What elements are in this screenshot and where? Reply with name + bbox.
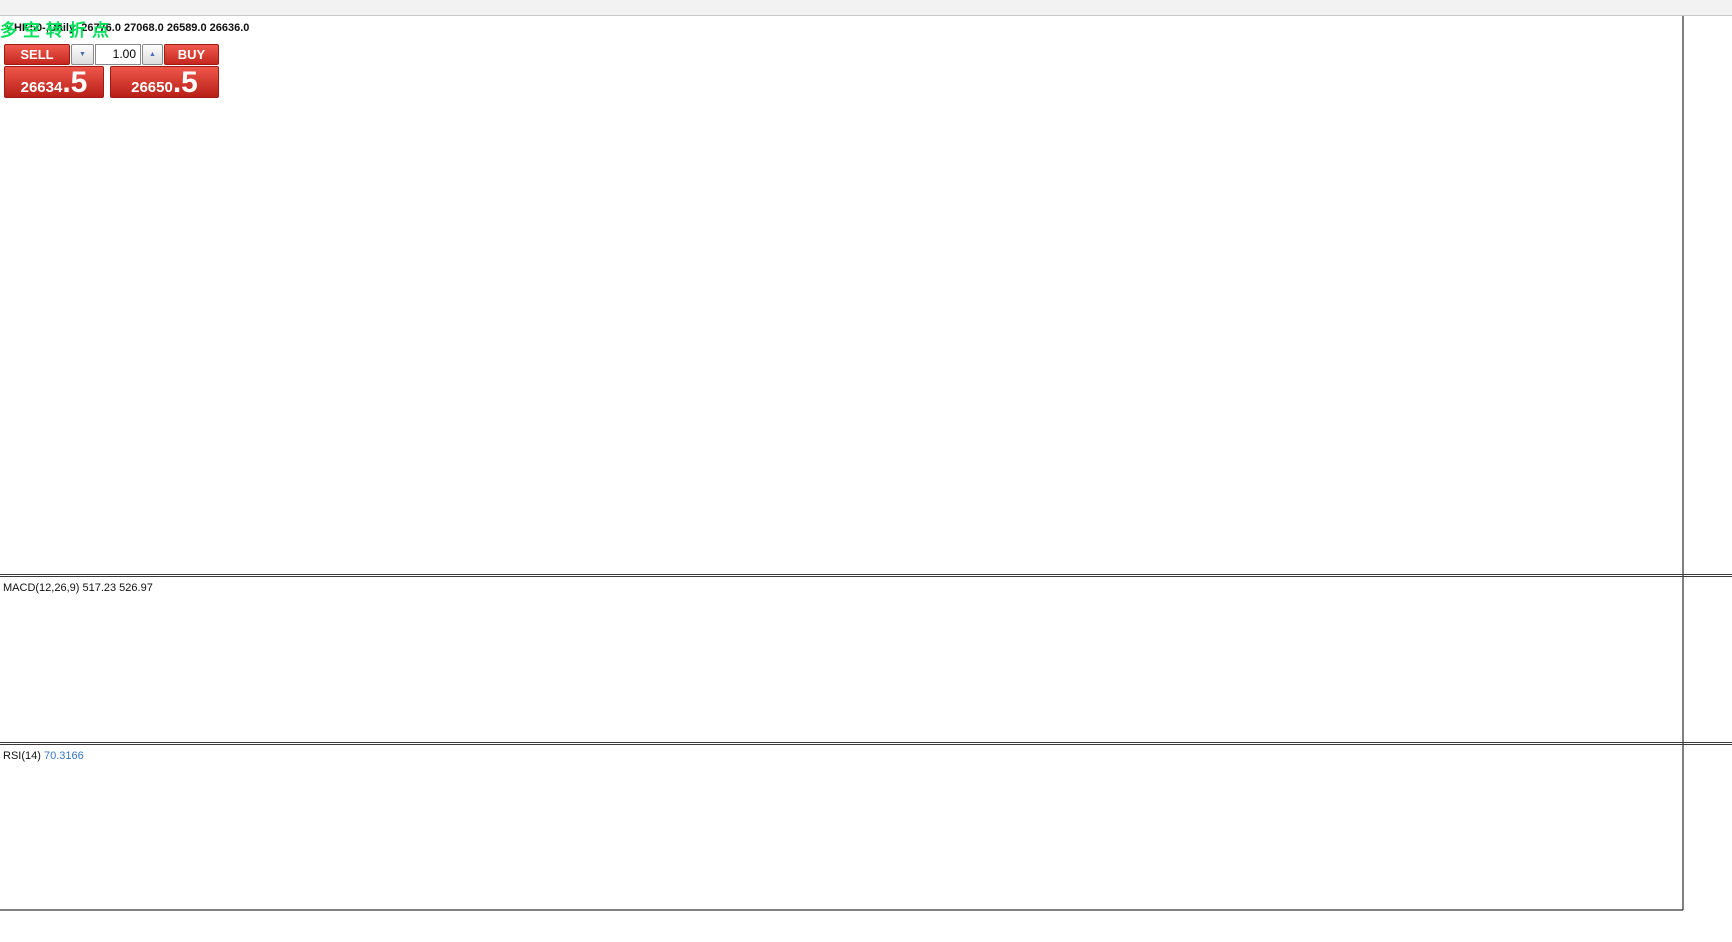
chart-title: ▲ HK50-,Daily 26776.0 27068.0 26589.0 266… <box>4 22 249 34</box>
pane-separator[interactable] <box>0 742 1732 743</box>
sell-price-pip: .5 <box>62 66 88 99</box>
sell-button[interactable]: SELL <box>4 44 70 65</box>
buy-button[interactable]: BUY <box>164 44 219 65</box>
chart-window: ▲ HK50-,Daily 26776.0 27068.0 26589.0 266… <box>0 16 1732 942</box>
pane-separator[interactable] <box>0 576 1732 577</box>
rsi-current-value: 70.3166 <box>43 750 84 762</box>
chart-canvas <box>0 16 1684 911</box>
top-toolbar <box>0 0 1732 16</box>
volume-stepper-up[interactable]: ▲ <box>142 44 163 65</box>
collapse-triangle-icon[interactable]: ▲ <box>4 24 11 31</box>
volume-input[interactable]: 1.00 <box>95 44 141 65</box>
macd-current-values: 517.23 526.97 <box>82 582 153 594</box>
buy-price-pip: .5 <box>172 66 198 99</box>
sell-price-main: 26634 <box>20 79 63 96</box>
pane-separator[interactable] <box>0 744 1732 745</box>
rsi-label: RSI(14) 70.3166 <box>3 750 84 762</box>
sell-price-display[interactable]: 26634.5 <box>4 66 104 98</box>
macd-label: MACD(12,26,9) 517.23 526.97 <box>3 582 153 594</box>
ohlc-values: 26776.0 27068.0 26589.0 26636.0 <box>81 22 250 34</box>
volume-stepper-down[interactable]: ▼ <box>71 44 94 65</box>
symbol-period: HK50-,Daily <box>13 22 76 34</box>
pane-separator[interactable] <box>0 574 1732 575</box>
buy-price-display[interactable]: 26650.5 <box>110 66 219 98</box>
bull-bear-turning-point-note[interactable]: 多空转折点 <box>0 21 115 40</box>
buy-price-main: 26650 <box>131 79 173 96</box>
